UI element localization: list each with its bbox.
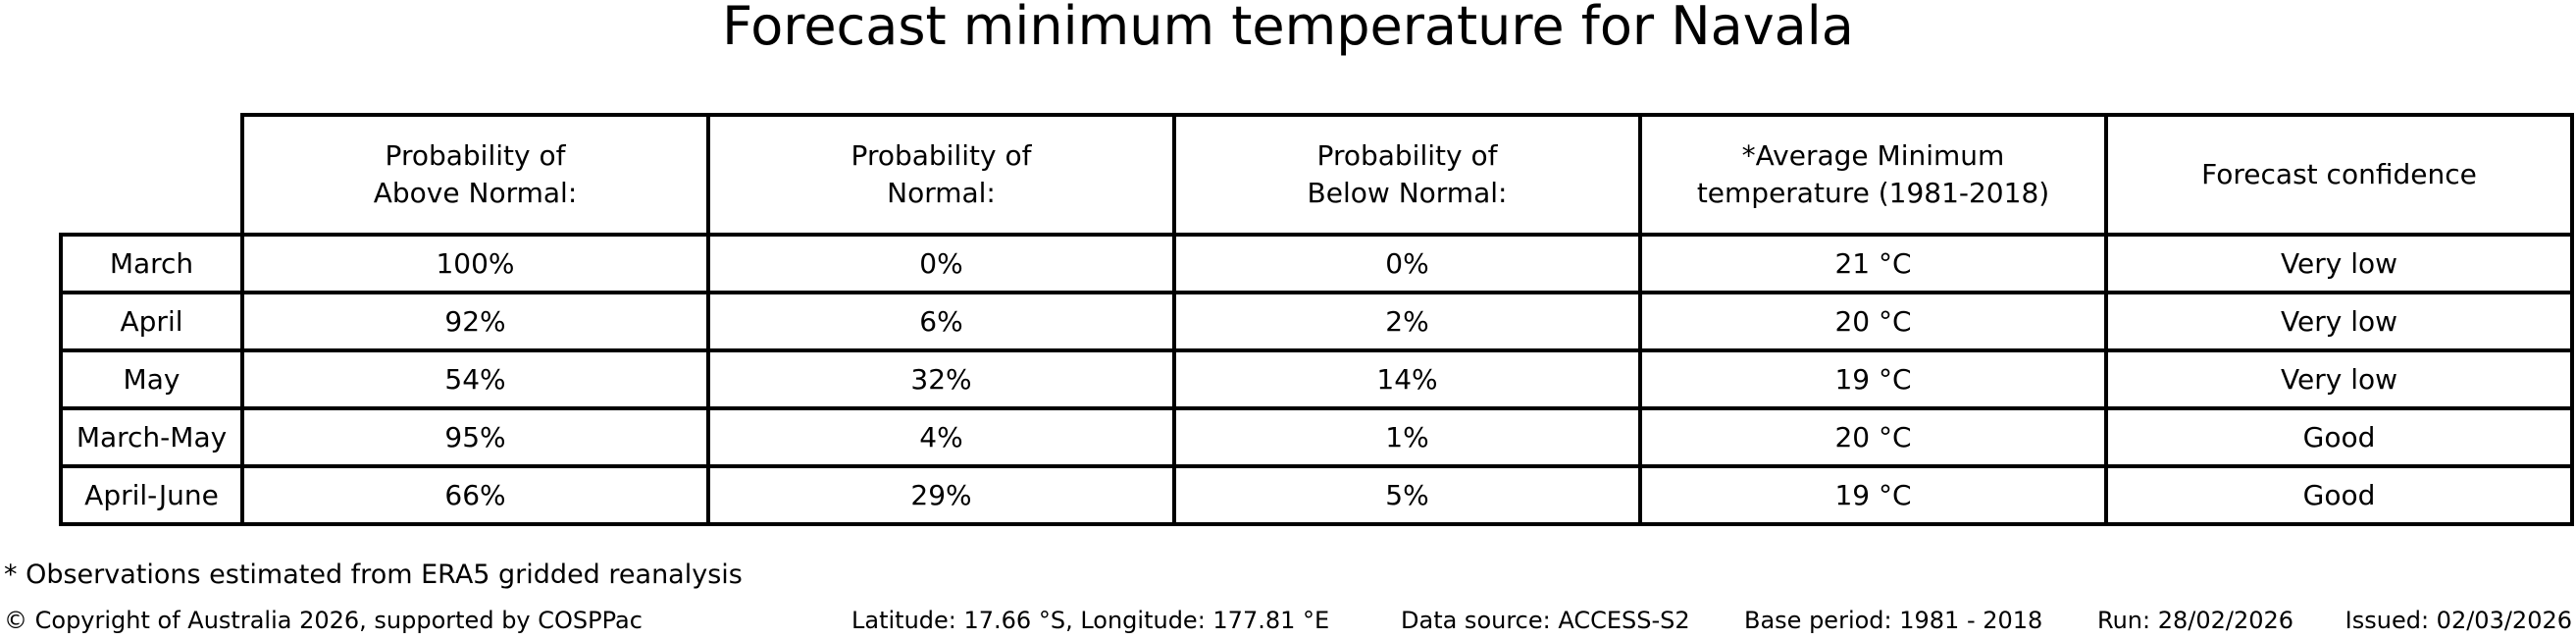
- table-body: March 100% 0% 0% 21 °C Very low April 92…: [59, 233, 2574, 526]
- observations-footnote: * Observations estimated from ERA5 gridd…: [4, 560, 743, 590]
- table-row-march-may: March-May 95% 4% 1% 20 °C Good: [59, 406, 2574, 468]
- cell-average-min-temp: 19 °C: [1638, 348, 2108, 410]
- header-row: Probability of Above Normal: Probability…: [61, 113, 2574, 237]
- data-source-text: Data source: ACCESS-S2: [1401, 607, 1690, 634]
- cell-normal: 4%: [706, 406, 1176, 468]
- copyright-text: © Copyright of Australia 2026, supported…: [4, 607, 643, 634]
- row-label: April: [59, 291, 244, 352]
- cell-below-normal: 1%: [1172, 406, 1642, 468]
- table-row-april-june: April-June 66% 29% 5% 19 °C Good: [59, 464, 2574, 526]
- cell-above-normal: 92%: [240, 291, 710, 352]
- run-date-text: Run: 28/02/2026: [2097, 607, 2294, 634]
- table-row-april: April 92% 6% 2% 20 °C Very low: [59, 291, 2574, 352]
- cell-forecast-confidence: Very low: [2104, 291, 2574, 352]
- table-header: Probability of Above Normal: Probability…: [61, 113, 2574, 237]
- col-header-above-normal: Probability of Above Normal:: [240, 113, 710, 237]
- cell-below-normal: 14%: [1172, 348, 1642, 410]
- cell-normal: 6%: [706, 291, 1176, 352]
- table-row-may: May 54% 32% 14% 19 °C Very low: [59, 348, 2574, 410]
- corner-cell: [61, 115, 242, 235]
- table-row-march: March 100% 0% 0% 21 °C Very low: [59, 233, 2574, 294]
- base-period-text: Base period: 1981 - 2018: [1744, 607, 2043, 634]
- cell-above-normal: 66%: [240, 464, 710, 526]
- cell-below-normal: 0%: [1172, 233, 1642, 294]
- issued-date-text: Issued: 02/03/2026: [2344, 607, 2572, 634]
- forecast-table: Probability of Above Normal: Probability…: [59, 113, 2574, 526]
- cell-average-min-temp: 20 °C: [1638, 291, 2108, 352]
- cell-forecast-confidence: Good: [2104, 464, 2574, 526]
- cell-average-min-temp: 20 °C: [1638, 406, 2108, 468]
- cell-average-min-temp: 19 °C: [1638, 464, 2108, 526]
- cell-above-normal: 54%: [240, 348, 710, 410]
- col-header-below-normal: Probability of Below Normal:: [1172, 113, 1642, 237]
- col-header-forecast-confidence: Forecast confidence: [2104, 113, 2574, 237]
- cell-above-normal: 100%: [240, 233, 710, 294]
- cell-below-normal: 5%: [1172, 464, 1642, 526]
- col-header-normal: Probability of Normal:: [706, 113, 1176, 237]
- cell-average-min-temp: 21 °C: [1638, 233, 2108, 294]
- cell-forecast-confidence: Good: [2104, 406, 2574, 468]
- location-text: Latitude: 17.66 °S, Longitude: 177.81 °E: [851, 607, 1330, 634]
- row-label: May: [59, 348, 244, 410]
- cell-forecast-confidence: Very low: [2104, 233, 2574, 294]
- row-label: March: [59, 233, 244, 294]
- cell-below-normal: 2%: [1172, 291, 1642, 352]
- cell-normal: 0%: [706, 233, 1176, 294]
- cell-above-normal: 95%: [240, 406, 710, 468]
- row-label: March-May: [59, 406, 244, 468]
- row-label: April-June: [59, 464, 244, 526]
- cell-forecast-confidence: Very low: [2104, 348, 2574, 410]
- col-header-average-min-temp: *Average Minimum temperature (1981-2018): [1638, 113, 2108, 237]
- page-title: Forecast minimum temperature for Navala: [722, 0, 1854, 57]
- cell-normal: 29%: [706, 464, 1176, 526]
- cell-normal: 32%: [706, 348, 1176, 410]
